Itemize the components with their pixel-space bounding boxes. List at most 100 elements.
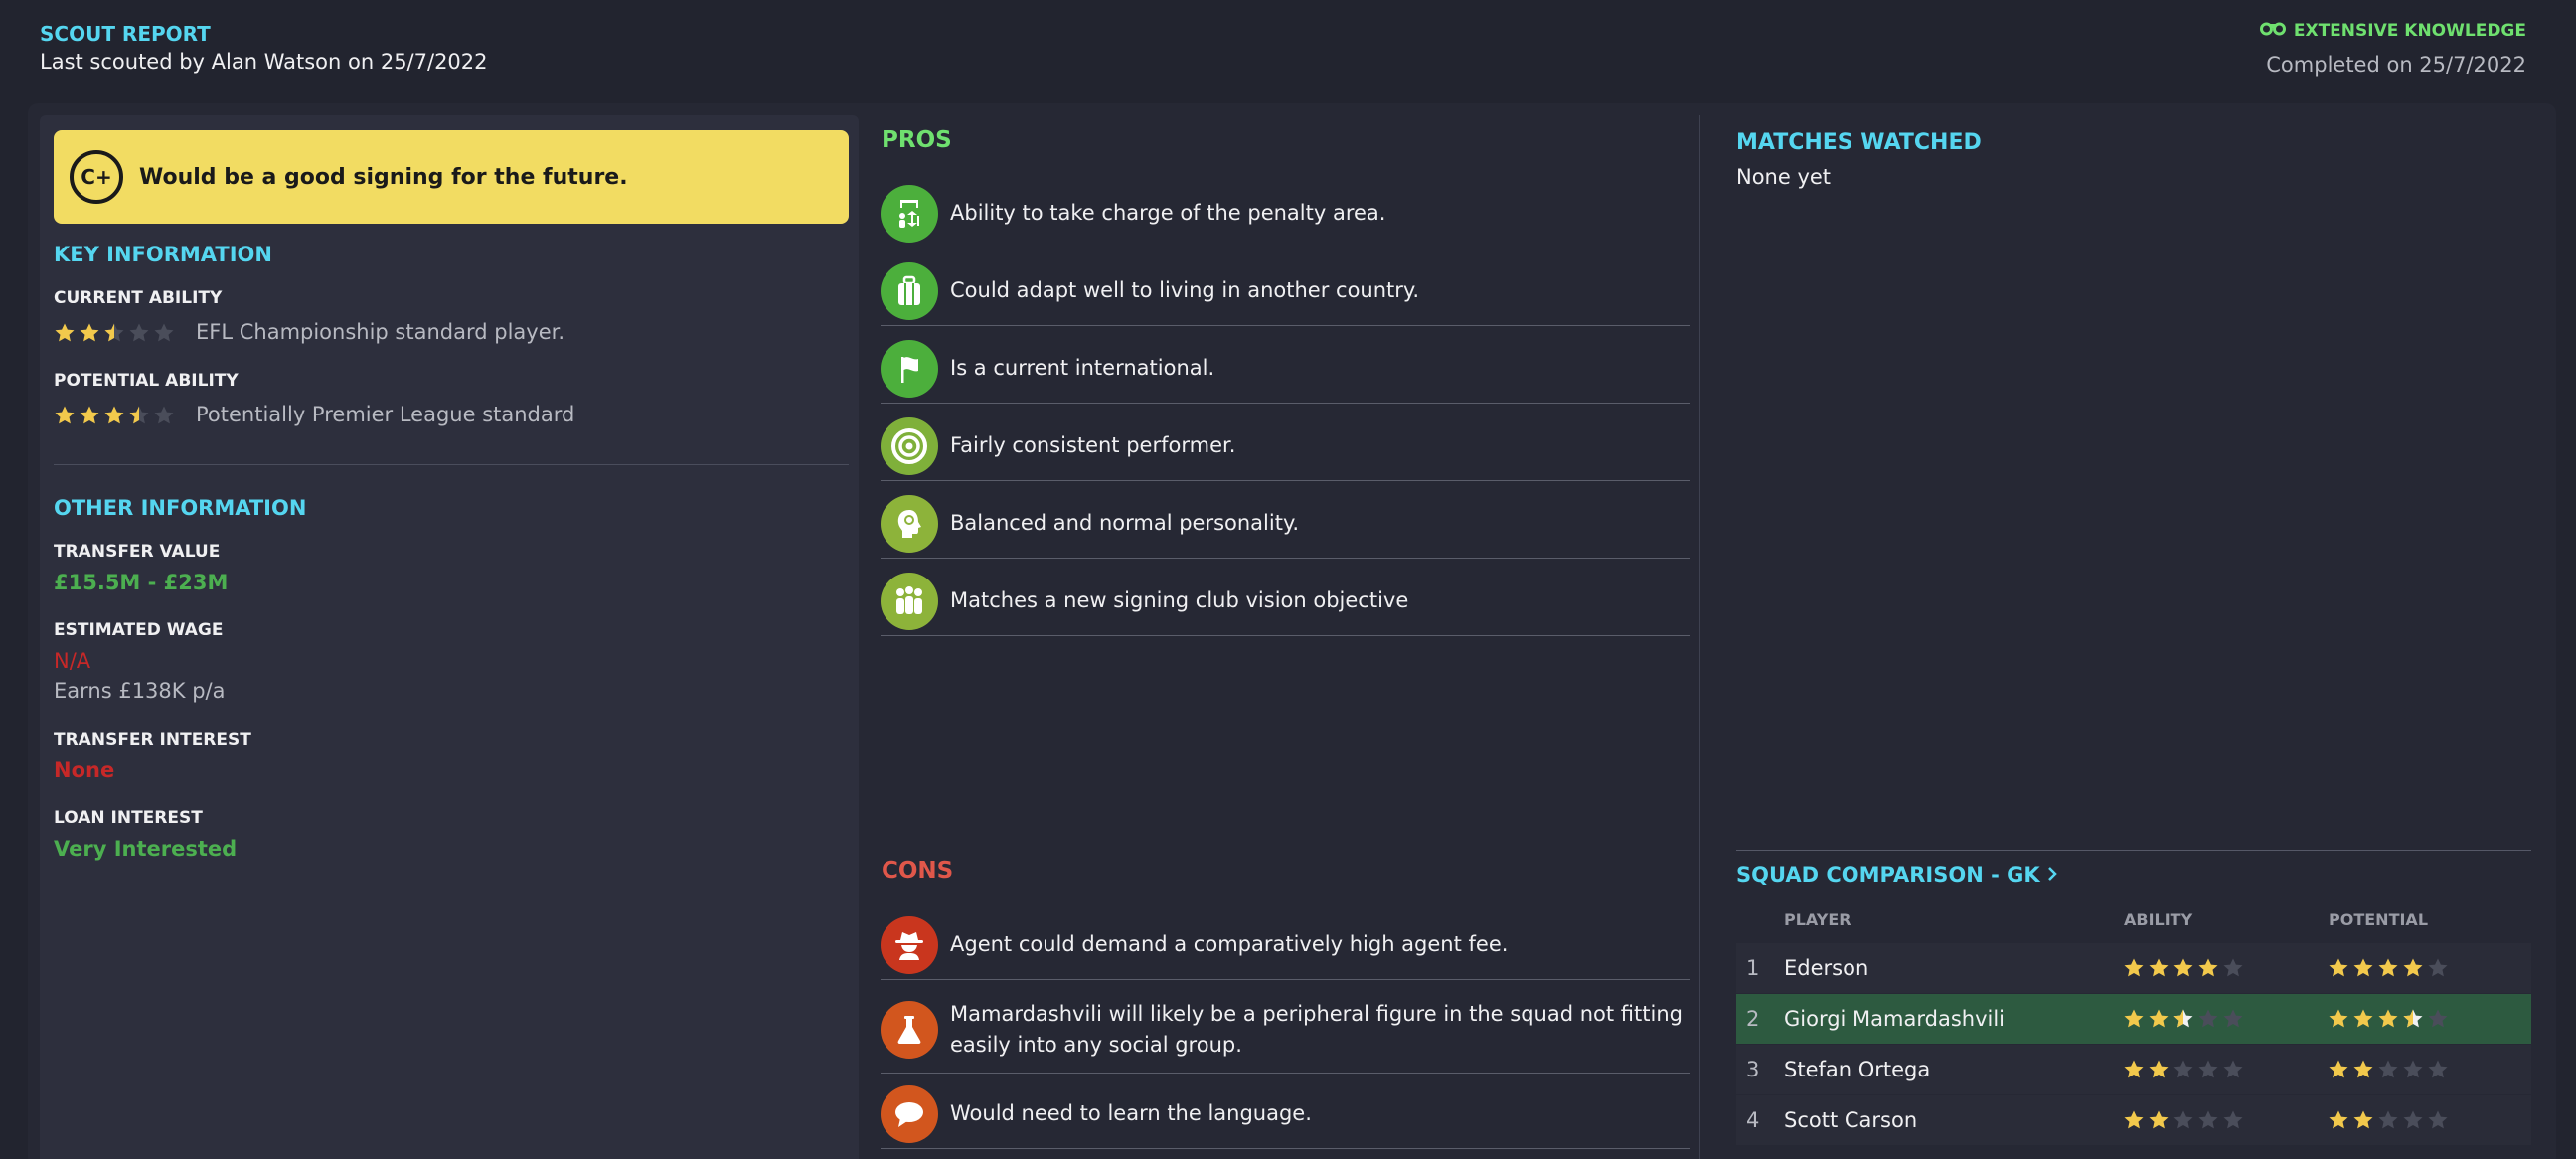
- column-header-ability[interactable]: ABILITY: [2124, 911, 2193, 929]
- star-empty-icon: [2427, 957, 2449, 979]
- star-filled-icon: [2377, 1008, 2399, 1030]
- potential-ability-stars: [54, 405, 175, 426]
- star-filled-icon: [79, 405, 100, 426]
- star-filled-icon: [2377, 957, 2399, 979]
- squad-row[interactable]: 1 Ederson: [1736, 943, 2531, 993]
- con-item: Mamardashvili will likely be a periphera…: [881, 986, 1690, 1074]
- pros-title: PROS: [882, 127, 952, 153]
- star-filled-icon: [2352, 1008, 2374, 1030]
- star-empty-icon: [2173, 1109, 2194, 1131]
- potential-ability-label: POTENTIAL ABILITY: [54, 371, 239, 391]
- pro-text: Ability to take charge of the penalty ar…: [950, 201, 1386, 225]
- squad-comparison-title: SQUAD COMPARISON - GK: [1736, 863, 2040, 887]
- star-empty-icon: [2377, 1109, 2399, 1131]
- star-empty-icon: [2377, 1059, 2399, 1080]
- pro-text: Fairly consistent performer.: [950, 433, 1236, 457]
- flag-icon: [881, 339, 938, 398]
- row-number: 2: [1746, 1007, 1760, 1031]
- squad-row[interactable]: 3 Stefan Ortega: [1736, 1045, 2531, 1094]
- star-filled-icon: [2123, 1109, 2145, 1131]
- flask-icon: [881, 1000, 938, 1059]
- star-half-icon: [2402, 1008, 2424, 1030]
- section-divider: [1736, 850, 2531, 851]
- star-filled-icon: [2352, 957, 2374, 979]
- section-divider: [54, 464, 849, 465]
- star-filled-icon: [2123, 1059, 2145, 1080]
- pro-text: Could adapt well to living in another co…: [950, 278, 1420, 302]
- group-icon: [881, 572, 938, 630]
- potential-stars: [2328, 1008, 2449, 1030]
- star-filled-icon: [2352, 1059, 2374, 1080]
- star-filled-icon: [2148, 1008, 2170, 1030]
- transfer-interest-label: TRANSFER INTEREST: [54, 730, 251, 749]
- cons-title: CONS: [882, 858, 954, 884]
- star-filled-icon: [2197, 957, 2219, 979]
- con-item: Would need to learn the language.: [881, 1079, 1690, 1149]
- con-text: Would need to learn the language.: [950, 1101, 1312, 1125]
- player-name[interactable]: Scott Carson: [1784, 1108, 1918, 1132]
- ability-stars: [2123, 957, 2244, 979]
- star-empty-icon: [2427, 1059, 2449, 1080]
- player-name[interactable]: Stefan Ortega: [1784, 1058, 1931, 1081]
- star-empty-icon: [2173, 1059, 2194, 1080]
- star-filled-icon: [2123, 1008, 2145, 1030]
- goalkeeper-icon: [881, 184, 938, 243]
- potential-stars: [2328, 957, 2449, 979]
- star-filled-icon: [103, 405, 125, 426]
- row-number: 1: [1746, 956, 1760, 980]
- ability-stars: [2123, 1008, 2244, 1030]
- star-empty-icon: [2222, 1059, 2244, 1080]
- star-empty-icon: [2222, 1008, 2244, 1030]
- column-header-player[interactable]: PLAYER: [1784, 911, 1852, 929]
- last-scouted-text: Last scouted by Alan Watson on 25/7/2022: [40, 50, 488, 74]
- player-name[interactable]: Ederson: [1784, 956, 1869, 980]
- con-item: Agent could demand a comparatively high …: [881, 911, 1690, 980]
- matches-squad-column: MATCHES WATCHED None yet SQUAD COMPARISO…: [1699, 115, 2531, 1159]
- star-filled-icon: [2173, 957, 2194, 979]
- star-empty-icon: [153, 405, 175, 426]
- knowledge-badge: EXTENSIVE KNOWLEDGE: [2259, 20, 2526, 41]
- star-empty-icon: [2197, 1008, 2219, 1030]
- estimated-wage-label: ESTIMATED WAGE: [54, 620, 224, 640]
- star-filled-icon: [79, 322, 100, 344]
- matches-watched-value: None yet: [1736, 165, 1832, 189]
- column-header-potential[interactable]: POTENTIAL: [2329, 911, 2429, 929]
- star-filled-icon: [2148, 1059, 2170, 1080]
- pro-item: Matches a new signing club vision object…: [881, 567, 1690, 636]
- pro-item: Could adapt well to living in another co…: [881, 256, 1690, 326]
- verdict-banner: C+ Would be a good signing for the futur…: [54, 130, 849, 224]
- star-filled-icon: [2352, 1109, 2374, 1131]
- star-filled-icon: [2148, 1109, 2170, 1131]
- suitcase-icon: [881, 261, 938, 320]
- squad-row[interactable]: 4 Scott Carson: [1736, 1095, 2531, 1145]
- estimated-wage: N/A: [54, 649, 91, 673]
- star-empty-icon: [128, 322, 150, 344]
- summary-column: C+ Would be a good signing for the futur…: [40, 115, 859, 1159]
- squad-comparison-link[interactable]: SQUAD COMPARISON - GK: [1736, 863, 2058, 887]
- speech-icon: [881, 1084, 938, 1143]
- player-name[interactable]: Giorgi Mamardashvili: [1784, 1007, 2006, 1031]
- star-empty-icon: [2222, 957, 2244, 979]
- star-filled-icon: [2123, 957, 2145, 979]
- key-information-title: KEY INFORMATION: [54, 243, 272, 266]
- star-empty-icon: [2197, 1059, 2219, 1080]
- potential-stars: [2328, 1109, 2449, 1131]
- binoculars-icon: [2259, 20, 2286, 41]
- star-filled-icon: [2148, 957, 2170, 979]
- agent-icon: [881, 915, 938, 974]
- star-empty-icon: [153, 322, 175, 344]
- star-filled-icon: [2328, 1059, 2349, 1080]
- star-empty-icon: [2427, 1109, 2449, 1131]
- squad-row-selected[interactable]: 2 Giorgi Mamardashvili: [1736, 994, 2531, 1044]
- star-half-icon: [103, 322, 125, 344]
- head-icon: [881, 494, 938, 553]
- star-half-icon: [2173, 1008, 2194, 1030]
- chevron-right-icon: [2046, 863, 2058, 887]
- current-earnings: Earns £138K p/a: [54, 679, 226, 703]
- star-empty-icon: [2402, 1059, 2424, 1080]
- pro-item: Balanced and normal personality.: [881, 489, 1690, 559]
- star-filled-icon: [2328, 1008, 2349, 1030]
- pro-text: Is a current international.: [950, 356, 1215, 380]
- star-empty-icon: [2222, 1109, 2244, 1131]
- knowledge-label: EXTENSIVE KNOWLEDGE: [2293, 20, 2526, 41]
